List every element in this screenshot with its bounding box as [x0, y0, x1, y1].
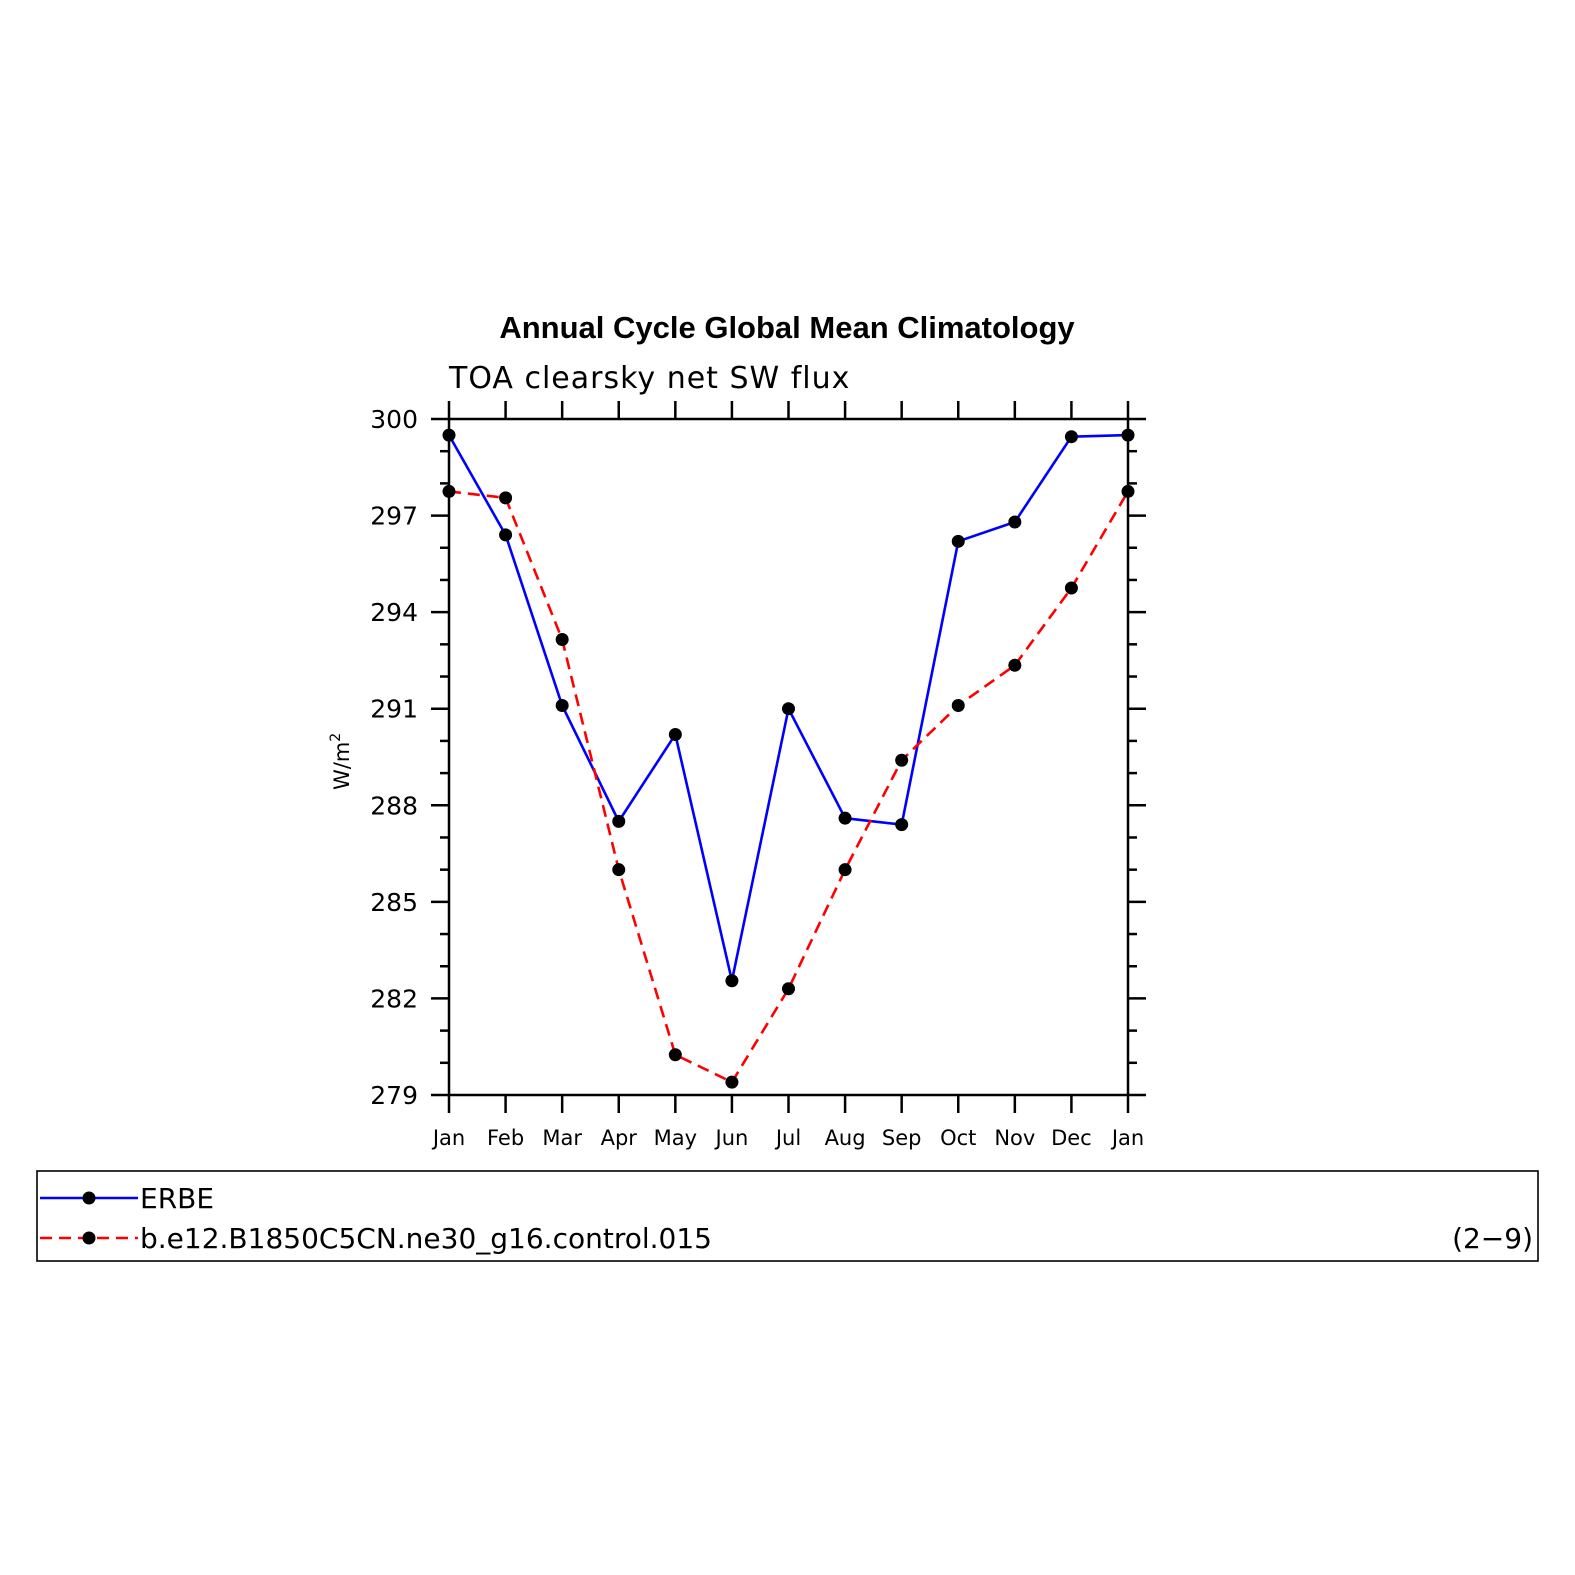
- x-tick-label: Mar: [542, 1126, 582, 1150]
- data-point: [895, 818, 909, 832]
- x-tick-label: May: [654, 1126, 697, 1150]
- x-tick-label: Apr: [601, 1126, 638, 1150]
- data-point: [1008, 515, 1022, 529]
- x-tick-label: Jan: [431, 1126, 465, 1150]
- x-tick-label: Feb: [487, 1126, 524, 1150]
- data-point: [782, 702, 795, 716]
- legend-marker: [82, 1191, 96, 1205]
- x-tick-label: Nov: [994, 1126, 1035, 1150]
- data-point: [838, 863, 852, 877]
- data-point: [555, 698, 569, 712]
- data-point: [668, 727, 682, 741]
- data-point: [1008, 658, 1022, 672]
- data-point: [725, 974, 739, 988]
- x-tick-label: Dec: [1051, 1126, 1092, 1150]
- series-1: [442, 428, 1135, 988]
- data-point: [1121, 484, 1135, 498]
- y-tick-label: 282: [370, 984, 418, 1013]
- legend: ERBE b.e12.B1850C5CN.ne30_g16.control.015…: [36, 1170, 1539, 1262]
- data-point: [895, 753, 909, 767]
- data-point: [1064, 581, 1078, 595]
- series-2: [442, 484, 1135, 1089]
- data-point: [1064, 430, 1078, 444]
- x-tick-label: Aug: [825, 1126, 866, 1150]
- data-point: [499, 528, 513, 542]
- legend-box: [36, 1170, 1539, 1262]
- legend-label: ERBE: [140, 1182, 214, 1215]
- legend-marker: [82, 1231, 96, 1245]
- data-point: [442, 484, 456, 498]
- data-point: [499, 491, 513, 505]
- x-tick-label: Oct: [940, 1126, 976, 1150]
- y-tick-label: 285: [370, 888, 418, 917]
- y-axis-label-unit: W/m: [330, 742, 354, 790]
- x-tick-label: Sep: [882, 1126, 922, 1150]
- x-tick-label: Jun: [714, 1126, 749, 1150]
- y-tick-label: 294: [370, 598, 418, 627]
- x-tick-label: Jul: [774, 1126, 801, 1150]
- data-point: [951, 698, 965, 712]
- y-tick-label: 291: [370, 695, 418, 724]
- legend-note: (2−9): [1452, 1222, 1533, 1255]
- data-point: [612, 863, 626, 877]
- y-axis-label-superscript: 2: [328, 733, 344, 742]
- y-axis-label: W/m2: [328, 733, 354, 790]
- data-point: [442, 428, 456, 442]
- data-point: [1121, 428, 1135, 442]
- y-tick-label: 297: [370, 502, 418, 531]
- series-layer: [442, 428, 1135, 1089]
- data-point: [668, 1048, 682, 1062]
- legend-label: b.e12.B1850C5CN.ne30_g16.control.015: [140, 1222, 712, 1255]
- data-point: [612, 814, 626, 828]
- axes: 300 297 294 291 288 285 282 279 Jan Feb Mar Apr May J…: [370, 401, 1146, 1150]
- data-point: [838, 811, 852, 825]
- data-point: [555, 633, 569, 647]
- chart-title: Annual Cycle Global Mean Climatology: [499, 310, 1075, 345]
- y-tick-label: 300: [370, 405, 418, 434]
- data-point: [725, 1075, 739, 1089]
- y-tick-label: 288: [370, 791, 418, 820]
- data-point: [782, 982, 795, 996]
- data-point: [951, 534, 965, 548]
- y-tick-label: 279: [370, 1081, 418, 1110]
- chart-subtitle: TOA clearsky net SW flux: [448, 361, 850, 396]
- x-tick-label: Jan: [1110, 1126, 1144, 1150]
